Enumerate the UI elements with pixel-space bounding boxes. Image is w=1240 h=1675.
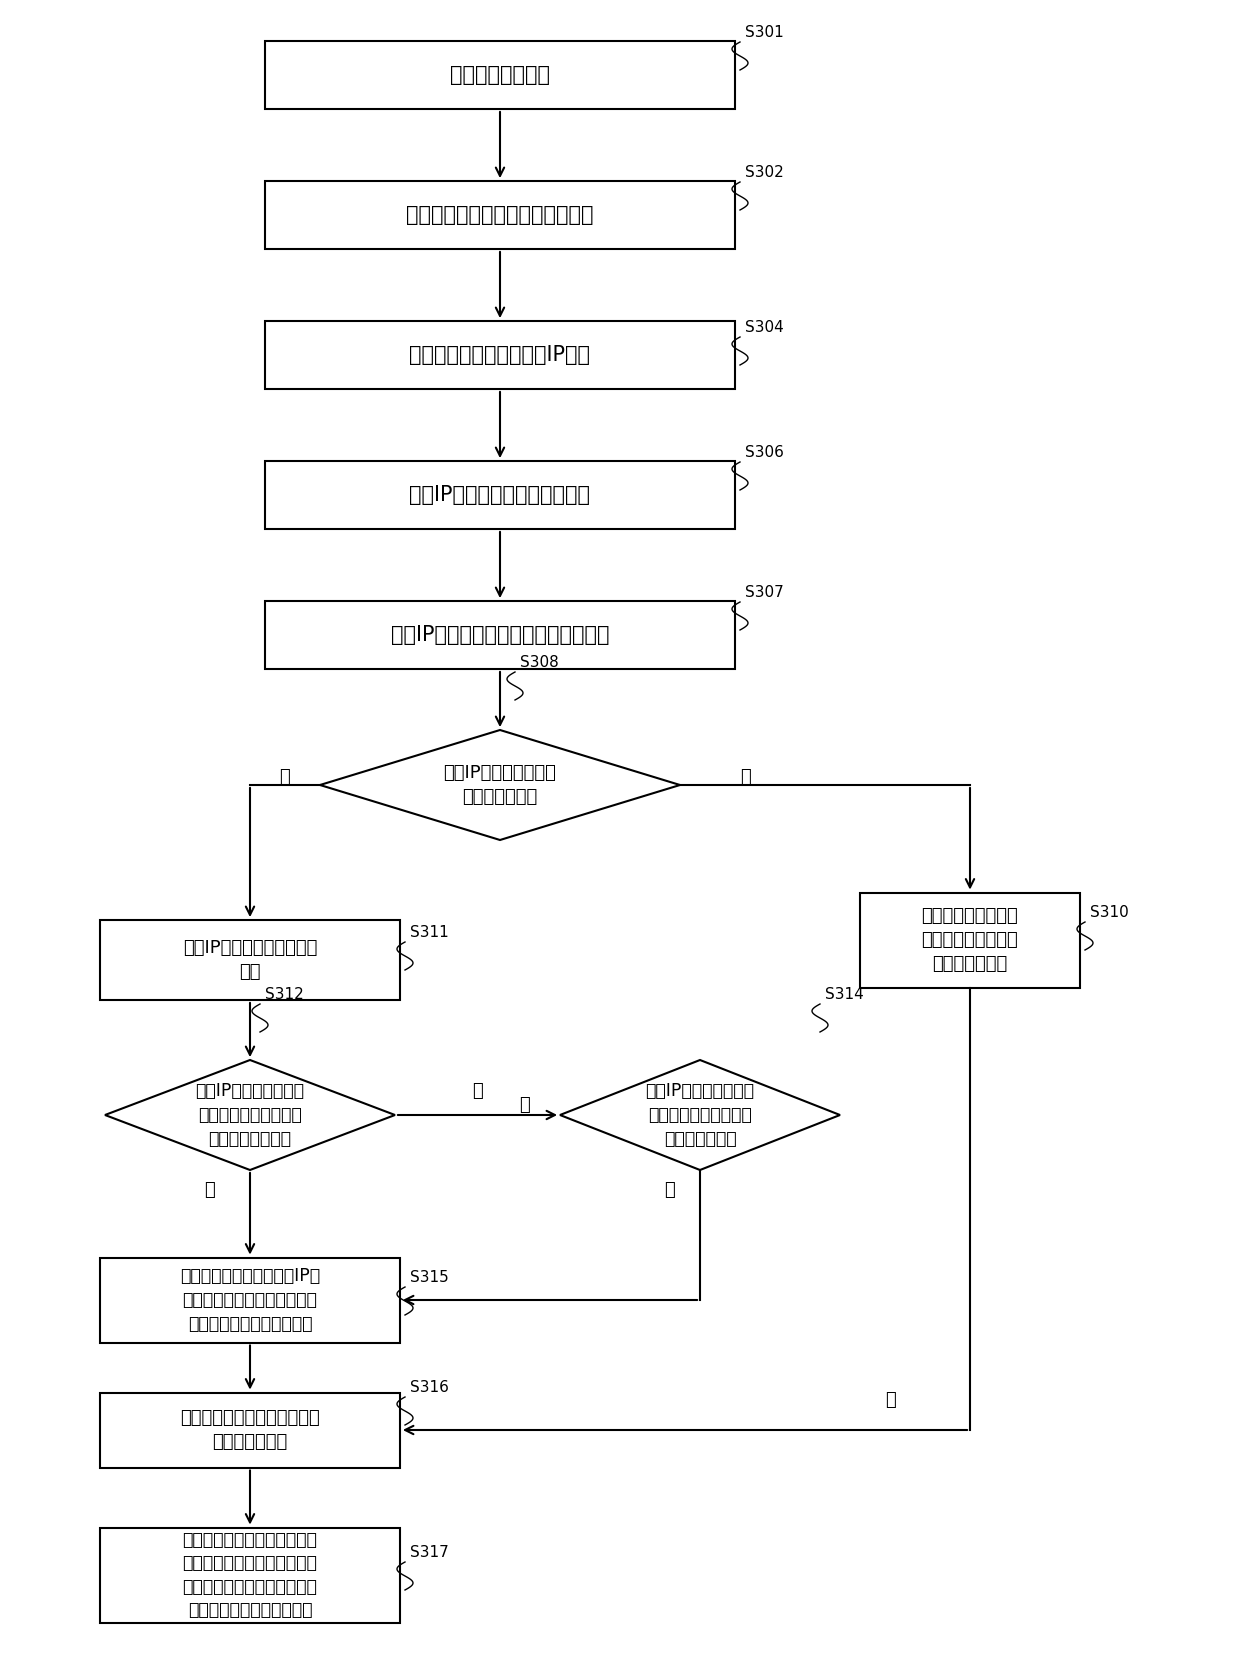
Bar <box>861 893 1080 988</box>
Text: 获取网页访客行为发生的IP地址: 获取网页访客行为发生的IP地址 <box>409 345 590 365</box>
Bar <box>265 322 735 389</box>
Bar <box>100 1258 401 1342</box>
Text: 是: 是 <box>884 1390 895 1409</box>
Text: 判断IP地址对应的地理
位置坐标和地理位置信
息的坐标是否相同: 判断IP地址对应的地理 位置坐标和地理位置信 息的坐标是否相同 <box>196 1082 305 1147</box>
Text: 统计目标地理位置发生的网页
访客行为的数量: 统计目标地理位置发生的网页 访客行为的数量 <box>180 1409 320 1451</box>
Text: S317: S317 <box>410 1544 449 1559</box>
Text: S302: S302 <box>745 166 784 179</box>
Bar <box>265 181 735 250</box>
Text: S310: S310 <box>1090 905 1128 920</box>
Text: 是: 是 <box>665 1181 675 1199</box>
Bar <box>100 1528 401 1623</box>
Bar <box>100 1392 401 1467</box>
Polygon shape <box>105 1060 396 1171</box>
Text: S316: S316 <box>410 1380 449 1395</box>
Polygon shape <box>320 730 680 839</box>
Bar <box>100 920 401 1000</box>
Text: 否: 否 <box>472 1082 482 1100</box>
Text: S308: S308 <box>520 655 559 670</box>
Text: S314: S314 <box>825 987 864 1002</box>
Text: S312: S312 <box>265 987 304 1002</box>
Text: S311: S311 <box>410 925 449 940</box>
Text: S301: S301 <box>745 25 784 40</box>
Bar <box>265 461 735 529</box>
Text: 否: 否 <box>520 1095 529 1114</box>
Polygon shape <box>560 1060 839 1171</box>
Text: S307: S307 <box>745 585 784 600</box>
Bar <box>265 40 735 109</box>
Text: S315: S315 <box>410 1270 449 1285</box>
Text: 是: 是 <box>279 769 290 786</box>
Text: 否: 否 <box>740 769 750 786</box>
Text: 获取IP地址对应的地理位置
坐标: 获取IP地址对应的地理位置 坐标 <box>182 940 317 982</box>
Text: 确定目标地理位置: 确定目标地理位置 <box>450 65 551 85</box>
Text: 根据目标地理位置的地理位置
坐标和在目标地理位置发生的
网页访客行为的数量确定目标
地理位置的网页访问热力图: 根据目标地理位置的地理位置 坐标和在目标地理位置发生的 网页访客行为的数量确定目… <box>182 1531 317 1620</box>
Text: 判断IP地址是否有对应
的地理位置坐标: 判断IP地址是否有对应 的地理位置坐标 <box>444 764 557 806</box>
Text: 将地理位置信息的坐
标作为目标地理位置
的地理位置坐标: 将地理位置信息的坐 标作为目标地理位置 的地理位置坐标 <box>921 908 1018 973</box>
Text: 获取IP地址对应的地理位置信息的坐标: 获取IP地址对应的地理位置信息的坐标 <box>391 625 609 645</box>
Text: S304: S304 <box>745 320 784 335</box>
Text: 将地理位置信息的坐标或IP地
址对应的地理位置坐标作为目
标地理位置的地理位置坐标: 将地理位置信息的坐标或IP地 址对应的地理位置坐标作为目 标地理位置的地理位置坐… <box>180 1268 320 1333</box>
Text: 检测目标地理位置的网页访客行为: 检测目标地理位置的网页访客行为 <box>407 204 594 224</box>
Text: 是: 是 <box>205 1181 215 1199</box>
Bar <box>265 601 735 668</box>
Text: S306: S306 <box>745 446 784 461</box>
Text: 获取IP地址对应的地理位置信息: 获取IP地址对应的地理位置信息 <box>409 486 590 504</box>
Text: 判断IP地址对应的地理
位置坐标是否在地理位
置信息的区域内: 判断IP地址对应的地理 位置坐标是否在地理位 置信息的区域内 <box>646 1082 754 1147</box>
